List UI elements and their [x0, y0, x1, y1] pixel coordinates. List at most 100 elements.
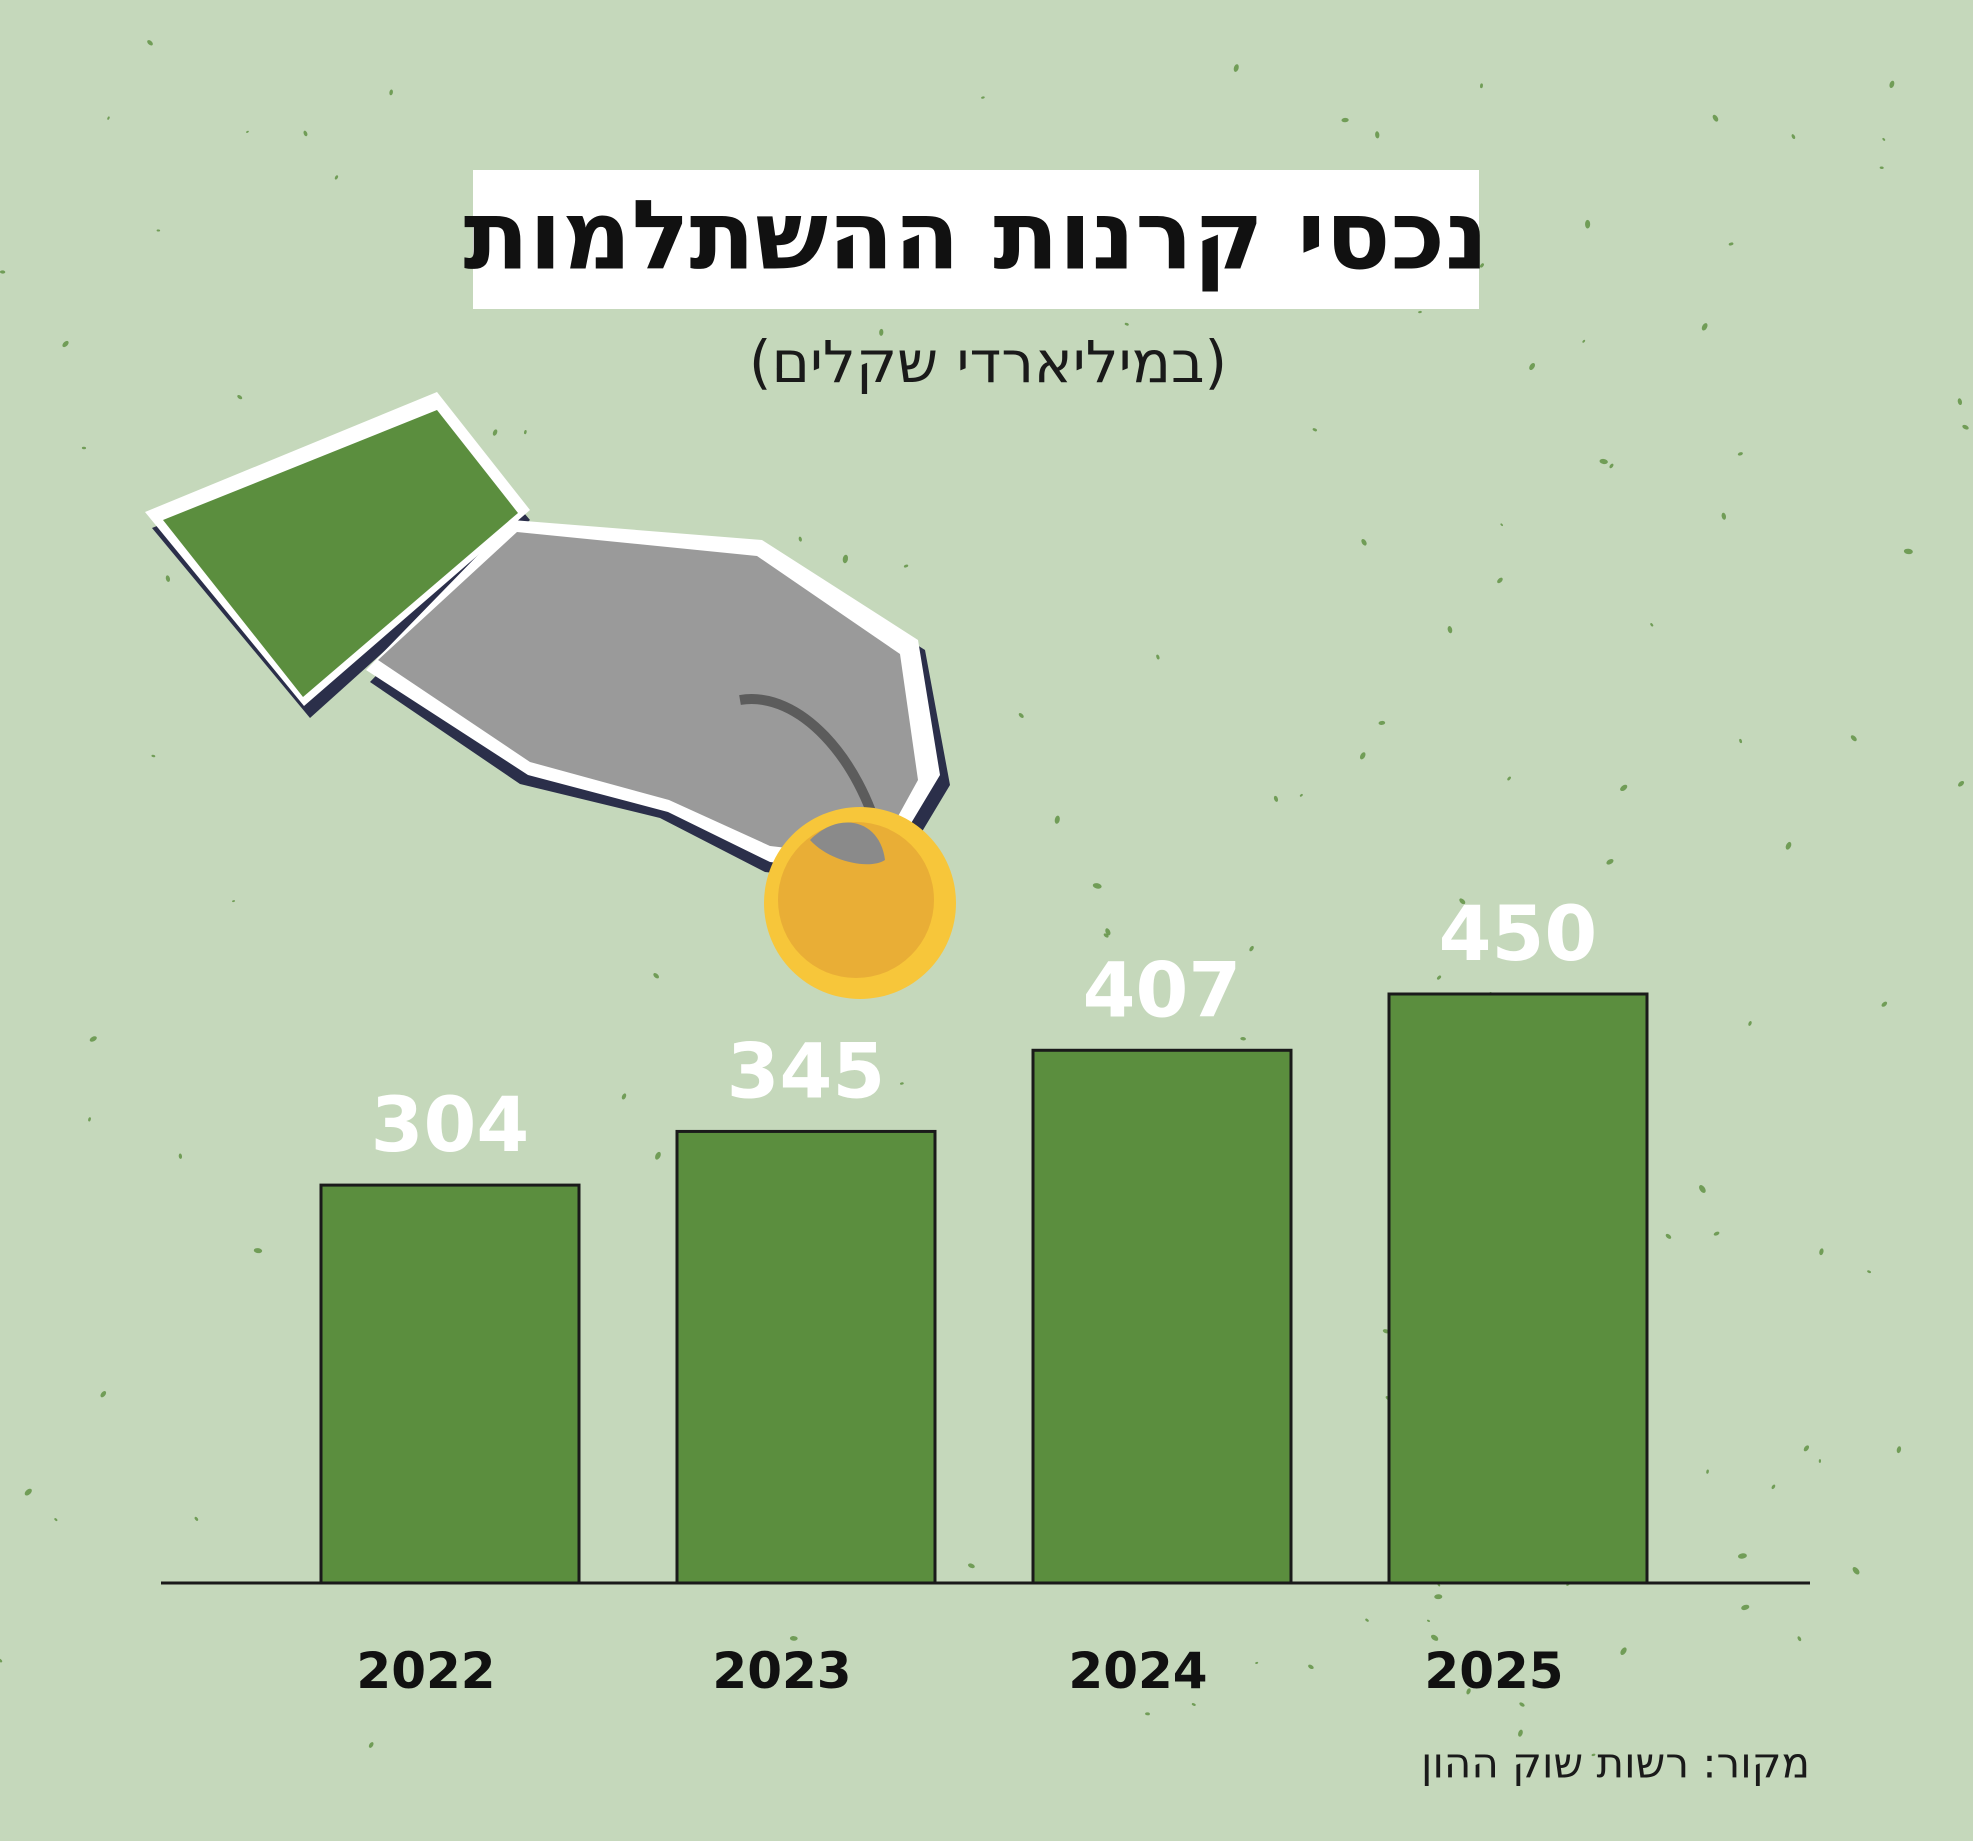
speckle: [524, 429, 527, 435]
speckle: [1850, 735, 1857, 742]
speckle: [237, 394, 243, 400]
speckle: [1480, 83, 1483, 89]
speckle: [1701, 323, 1708, 331]
speckle: [89, 1036, 97, 1042]
thumb: [810, 822, 885, 865]
value-label: 345: [727, 1026, 886, 1115]
speckle: [303, 130, 308, 137]
speckle: [1889, 80, 1895, 89]
speckle: [1706, 1469, 1709, 1474]
speckle: [1519, 1702, 1525, 1707]
speckle: [1606, 858, 1614, 865]
speckle: [1737, 452, 1743, 456]
speckle: [253, 1248, 263, 1254]
speckle: [1507, 776, 1511, 781]
speckle: [1748, 1021, 1752, 1026]
x-tick-label: 2024: [1068, 1642, 1207, 1700]
speckle: [1879, 166, 1884, 170]
speckle: [246, 130, 249, 133]
speckle: [1054, 815, 1060, 824]
speckle: [165, 575, 171, 582]
speckle: [1896, 1446, 1902, 1454]
speckle: [1620, 784, 1628, 792]
speckle: [1962, 424, 1969, 430]
speckle: [655, 1151, 661, 1160]
speckle: [156, 229, 161, 232]
speckle: [1365, 1618, 1369, 1622]
speckle: [147, 40, 153, 46]
speckle: [621, 1093, 627, 1100]
bar: [1387, 992, 1649, 1585]
speckle: [1591, 1753, 1596, 1757]
speckle: [1818, 1459, 1822, 1463]
speckle: [100, 1391, 107, 1398]
coin-inner: [778, 822, 934, 978]
speckle: [1299, 793, 1303, 797]
speckle: [1418, 310, 1422, 314]
speckle: [1447, 942, 1453, 949]
speckle: [1737, 1553, 1747, 1559]
bar: [1031, 1048, 1293, 1585]
speckle: [0, 1658, 3, 1663]
speckle: [1105, 928, 1111, 936]
speckle: [1359, 752, 1366, 760]
speckle: [1497, 577, 1503, 584]
speckle: [1529, 362, 1536, 371]
speckle: [1092, 883, 1102, 889]
speckle: [1903, 548, 1913, 555]
speckle: [1378, 720, 1386, 725]
speckle: [653, 973, 659, 979]
speckle: [1852, 1567, 1860, 1575]
speckle: [1341, 117, 1349, 123]
speckle: [0, 270, 6, 274]
speckle: [1739, 738, 1743, 744]
x-tick-label: 2025: [1424, 1642, 1563, 1700]
speckle: [1430, 1634, 1439, 1641]
x-tick-label: 2023: [712, 1642, 851, 1700]
speckle: [798, 536, 802, 542]
speckle: [1466, 1688, 1471, 1695]
speckle: [178, 1153, 183, 1159]
speckle: [1771, 1484, 1776, 1490]
speckle: [389, 89, 393, 96]
speckle: [1713, 1231, 1720, 1236]
speckle: [1958, 780, 1965, 787]
speckle: [903, 564, 909, 568]
speckle: [1518, 1729, 1523, 1737]
speckle: [776, 367, 783, 373]
speckle: [1208, 1006, 1215, 1016]
speckle: [1308, 1664, 1314, 1670]
speckle: [24, 1488, 32, 1496]
speckle: [368, 1742, 374, 1748]
speckle: [62, 340, 69, 348]
chart-title: נכסי קרנות ההשתלמות: [463, 179, 1488, 291]
speckle: [879, 328, 884, 336]
speckle: [1191, 1703, 1196, 1706]
value-label: 407: [1083, 945, 1242, 1034]
speckle: [1145, 1712, 1150, 1716]
speckle: [81, 446, 87, 450]
bar: [675, 1129, 937, 1585]
speckle: [1124, 322, 1129, 326]
speckle: [1459, 898, 1466, 905]
hand-illustration: [145, 392, 956, 999]
speckle: [194, 1516, 199, 1521]
speckle: [1240, 1037, 1246, 1041]
speckle: [1585, 219, 1591, 229]
speckle: [981, 96, 985, 99]
speckle: [1741, 1604, 1750, 1611]
speckle: [1650, 623, 1654, 627]
speckle: [1436, 975, 1442, 980]
title-box: [473, 170, 1479, 309]
speckle: [1361, 539, 1367, 546]
speckle: [1957, 398, 1963, 406]
speckle: [54, 1518, 58, 1522]
speckle: [1699, 1185, 1706, 1193]
speckle: [1620, 1647, 1627, 1656]
speckle: [492, 429, 498, 436]
speckle: [1480, 263, 1484, 268]
speckle: [232, 900, 236, 903]
speckle: [334, 175, 339, 180]
speckle: [1582, 339, 1586, 343]
